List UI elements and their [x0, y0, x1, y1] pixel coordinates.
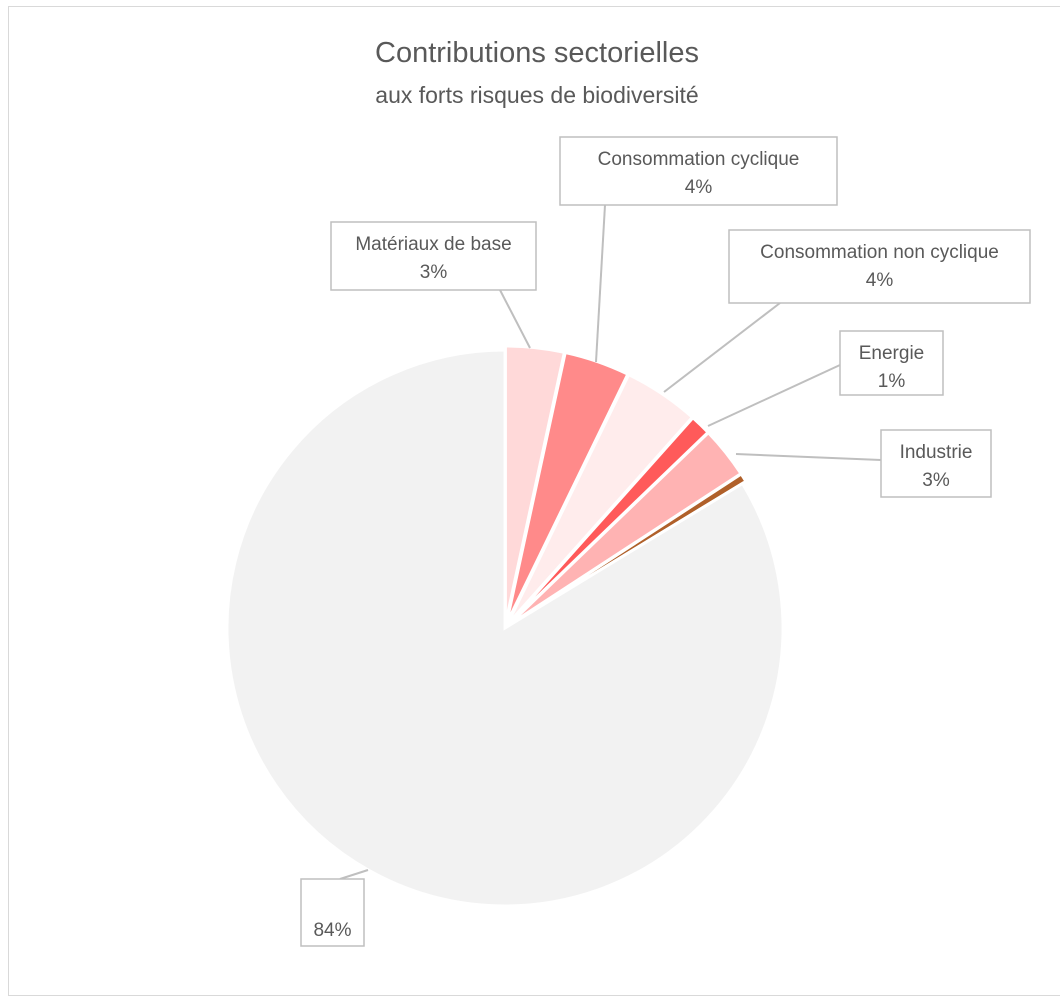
data-label-box — [839, 330, 944, 396]
pie-chart: Contributions sectorielles aux forts ris… — [225, 37, 1031, 947]
data-label-category: Energie — [859, 343, 925, 364]
data-label-category: Industrie — [900, 442, 973, 463]
data-label-box — [728, 229, 1031, 304]
leader-line-energie — [707, 364, 841, 427]
data-label-value: 1% — [878, 371, 906, 392]
chart-subtitle: aux forts risques de biodiversité — [375, 82, 698, 108]
pie-slices — [225, 344, 785, 908]
leader-line-industrie — [735, 453, 882, 461]
data-label-box — [880, 429, 992, 498]
leader-line-slice-7 — [339, 869, 369, 880]
data-label-category: Matériaux de base — [355, 234, 511, 255]
data-label-box — [559, 136, 838, 206]
pie-slice-slice-7 — [225, 348, 785, 908]
data-label-value: 4% — [685, 177, 713, 198]
data-label-materiaux-de-base: Matériaux de base 3% — [330, 221, 537, 291]
data-label-industrie: Industrie 3% — [880, 429, 992, 498]
leader-line-materiaux-de-base — [499, 289, 531, 349]
data-label-energie: Energie 1% — [839, 330, 944, 396]
data-label-value: 4% — [866, 270, 894, 291]
data-label-slice-7: 84% — [300, 878, 365, 947]
leader-line-consommation-cyclique — [595, 204, 606, 363]
data-label-consommation-cyclique: Consommation cyclique 4% — [559, 136, 838, 206]
leader-lines — [339, 204, 882, 880]
data-label-consommation-non-cyclique: Consommation non cyclique 4% — [728, 229, 1031, 304]
data-label-value: 3% — [420, 262, 448, 283]
data-label-box — [300, 878, 365, 947]
data-label-category: Consommation cyclique — [598, 149, 800, 170]
data-label-value: 3% — [922, 470, 950, 491]
chart-title: Contributions sectorielles — [375, 37, 699, 69]
data-labels: Matériaux de base 3% Consommation cyclique… — [300, 136, 1031, 947]
leader-line-consommation-non-cyclique — [663, 302, 781, 393]
pie-slice-slice-6 — [507, 471, 748, 628]
data-label-value: 84% — [313, 920, 351, 941]
data-label-category: Consommation non cyclique — [760, 242, 999, 263]
data-label-box — [330, 221, 537, 291]
